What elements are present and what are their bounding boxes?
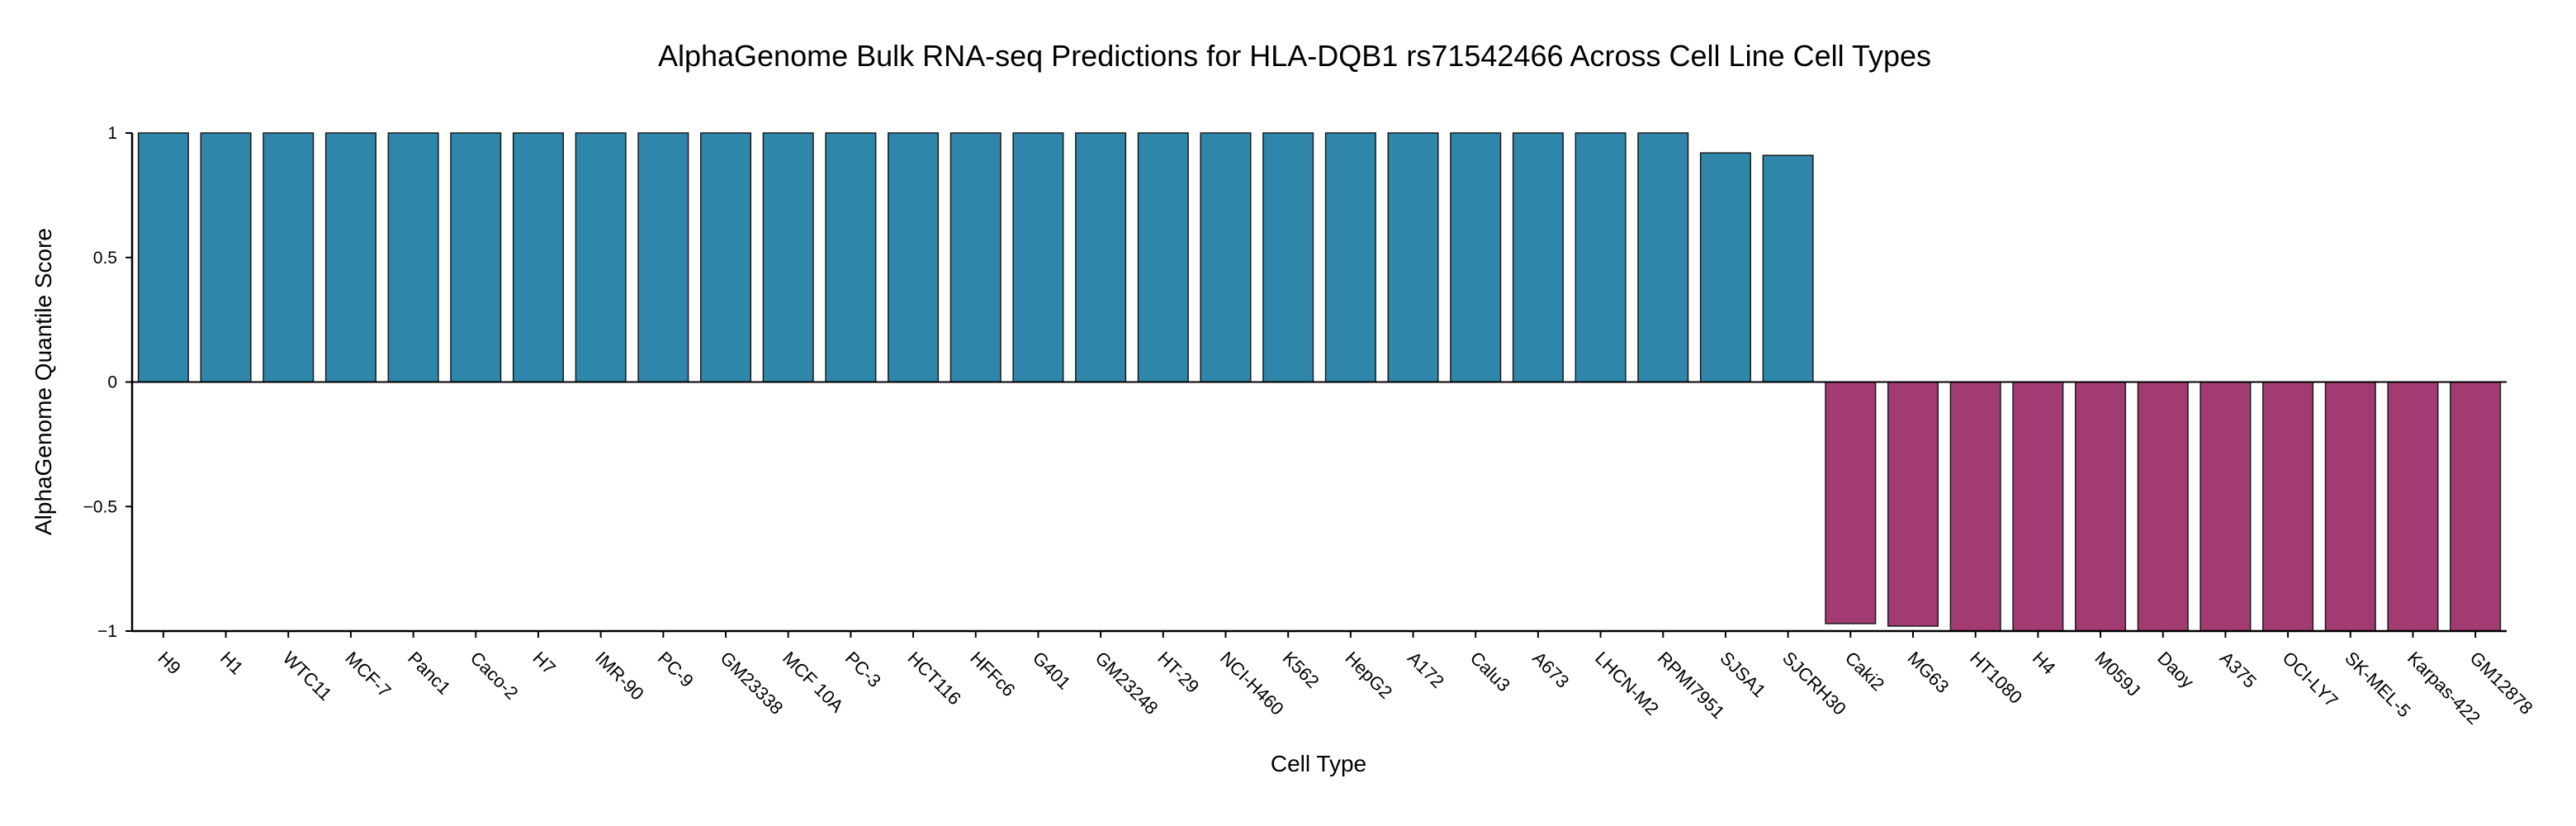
x-tick-label: H1 [216,648,248,679]
bar-h7 [512,132,564,383]
bars-group [137,132,2502,632]
bar-ht-29 [1137,132,1189,383]
bar-sjsa1 [1699,152,1751,383]
x-tick-label: Panc1 [404,648,455,699]
x-tick-label: Daoy [2153,648,2198,692]
x-tick-label: H7 [528,648,560,679]
x-tick-label: SJCRH30 [1778,648,1850,719]
bar-lhcn-m2 [1574,132,1627,383]
bar-h4 [2012,381,2064,632]
y-axis-label: AlphaGenome Quantile Score [31,228,56,535]
bar-daoy [2137,381,2189,632]
bar-a375 [2200,381,2252,632]
x-tick-label: HFFc6 [966,648,1019,700]
bar-hepg2 [1324,132,1376,383]
x-tick-label: OCI-LY7 [2279,648,2342,711]
bar-sjcrh30 [1762,154,1814,383]
axes-group: 1 0.5 0 −0.5 −1 [83,124,2507,641]
bar-a172 [1387,132,1439,383]
bar-pc-9 [637,132,689,383]
bar-m059j [2075,381,2127,632]
bar-mg63 [1887,381,1939,627]
x-tick-label: M059J [2091,648,2144,700]
bar-h1 [200,132,252,383]
bar-calu3 [1450,132,1502,383]
bar-caco-2 [450,132,502,383]
x-tick-label: HT-29 [1153,648,1203,697]
x-tick-label: SJSA1 [1716,648,1769,701]
bar-panc1 [387,132,439,383]
category-labels-group: H9 H1 WTC11 MCF-7 Panc1 Caco-2 H7 IMR-90 PC-9 GM2… [154,648,2536,729]
x-tick-label: GM23248 [1091,648,1163,719]
x-tick-label: H4 [2029,648,2060,679]
x-tick-label: MG63 [1903,648,1953,697]
x-axis-label: Cell Type [1271,751,1366,776]
bar-wtc11 [263,132,315,383]
x-tick-label: GM23338 [716,648,787,719]
bar-gm23248 [1075,132,1127,383]
x-tick-label: RPMI7951 [1654,648,1729,723]
x-tick-label: HepG2 [1341,648,1396,703]
bar-pc-3 [825,132,877,383]
x-tick-label: WTC11 [279,648,336,705]
bar-caki2 [1825,381,1877,624]
x-tick-label: Caki2 [1841,648,1888,695]
chart-title: AlphaGenome Bulk RNA-seq Predictions for… [658,39,1931,73]
x-tick-label: HT1080 [1966,648,2026,708]
x-tick-label: LHCN-M2 [1591,648,1663,719]
bar-h9 [137,132,189,383]
x-tick-label: Calu3 [1466,648,1514,695]
bar-mcf-10a [762,132,814,383]
bar-hct116 [888,132,940,383]
bar-imr-90 [575,132,627,383]
x-tick-label: K562 [1279,648,1324,692]
y-tick-label: −0.5 [83,497,117,516]
x-tick-label: MCF-7 [341,648,395,701]
x-tick-label: A172 [1404,648,1448,692]
bar-karpas-422 [2387,381,2439,632]
bar-hffc6 [949,132,1002,383]
bar-mcf-7 [324,132,376,383]
x-tick-label: IMR-90 [591,648,648,705]
x-tick-label: NCI-H460 [1216,648,1288,719]
bar-sk-mel-5 [2324,381,2376,632]
bar-gm23338 [699,132,752,383]
x-tick-label: PC-3 [841,648,885,691]
x-tick-label: PC-9 [654,648,698,691]
x-tick-label: A673 [1528,648,1573,692]
y-tick-label: 1 [107,124,117,143]
x-tick-label: H9 [154,648,185,679]
bar-a673 [1512,132,1564,383]
y-tick-label: 0 [107,373,117,392]
y-tick-label: 0.5 [93,249,117,268]
bar-ht1080 [1949,381,2001,632]
y-tick-label: −1 [97,622,117,641]
bar-rpmi7951 [1637,132,1689,383]
bar-gm12878 [2450,381,2502,632]
x-tick-label: A375 [2216,648,2261,692]
x-tick-label: Caco-2 [466,648,523,704]
x-tick-label: MCF 10A [779,648,848,717]
bar-oci-ly7 [2262,381,2314,632]
bar-nci-h460 [1200,132,1252,383]
x-tick-label: SK-MEL-5 [2341,648,2414,721]
bar-g401 [1012,132,1064,383]
x-tick-label: G401 [1029,648,1075,694]
x-tick-label: HCT116 [904,648,965,709]
bar-k562 [1262,132,1314,383]
